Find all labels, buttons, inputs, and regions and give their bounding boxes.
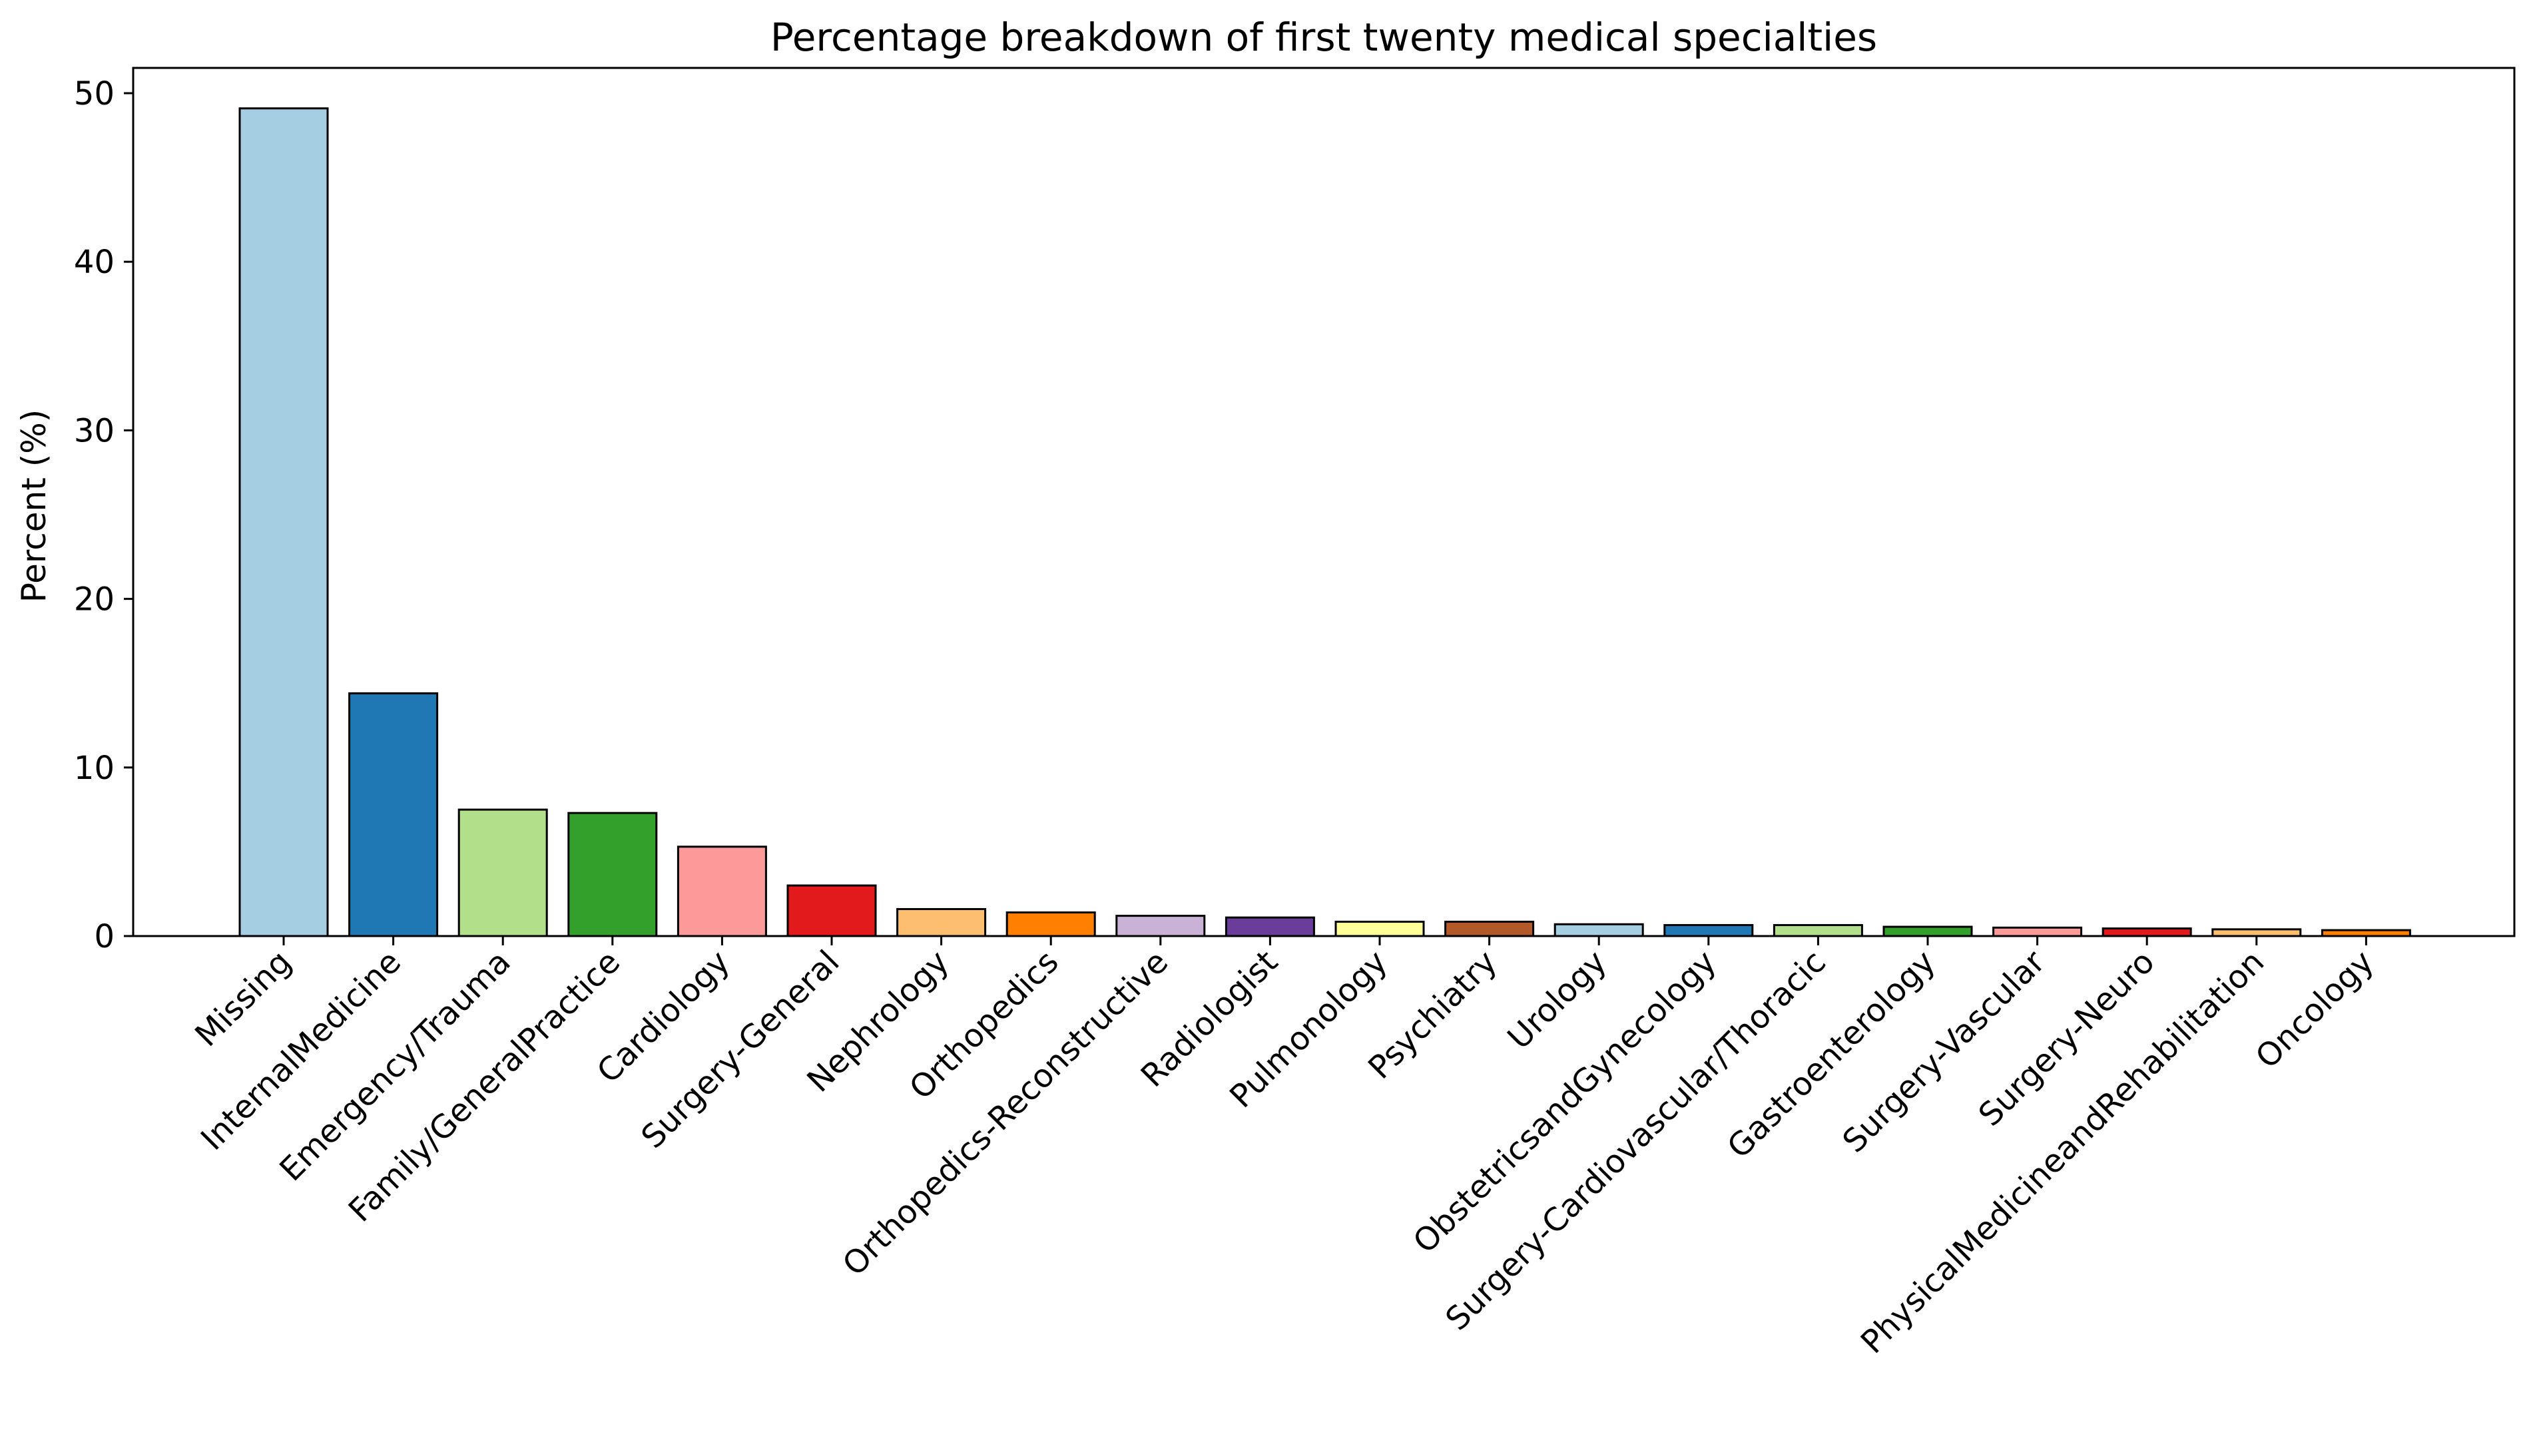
bar-pulmonology: [1334, 920, 1425, 937]
x-tick-label: InternalMedicine: [194, 943, 408, 1158]
bar-physicalmedicineandrehabilitation: [2211, 928, 2302, 937]
y-tick-label: 30: [74, 412, 115, 449]
x-tick-label: Gastroenterology: [1720, 943, 1942, 1166]
x-tick-label: Oncology: [2249, 943, 2381, 1076]
y-tick-label: 20: [74, 581, 115, 618]
bar-urology: [1553, 923, 1644, 937]
bar-missing: [238, 107, 329, 937]
bars-group: [238, 107, 2411, 937]
y-tick-label: 40: [74, 244, 115, 281]
bar-surgery-neuro: [2102, 927, 2192, 937]
x-axis-ticks: MissingInternalMedicineEmergency/TraumaF…: [188, 936, 2381, 1361]
chart-title: Percentage breakdown of first twenty med…: [770, 15, 1877, 60]
x-tick-label: Urology: [1500, 943, 1613, 1057]
bar-orthopedics-reconstructive: [1115, 915, 1206, 937]
x-tick-label: Surgery-General: [634, 943, 846, 1156]
bar-surgery-general: [786, 884, 877, 937]
bar-emergency-trauma: [457, 808, 548, 937]
x-tick-label: Surgery-Cardiovascular/Thoracic: [1438, 943, 1833, 1338]
x-tick-label: PhysicalMedicineandRehabilitation: [1854, 943, 2271, 1361]
bar-radiologist: [1225, 916, 1315, 937]
y-tick-label: 50: [74, 75, 115, 113]
bar-family-generalpractice: [567, 812, 658, 937]
plot-area-frame: [132, 67, 2516, 937]
x-tick-label: Surgery-Vascular: [1836, 943, 2053, 1160]
bar-gastroenterology: [1882, 925, 1973, 937]
x-tick-label: Missing: [188, 943, 298, 1054]
bar-obstetricsandgynecology: [1663, 924, 1754, 937]
y-axis-label: Percent (%): [15, 409, 53, 603]
bar-surgery-vascular: [1992, 926, 2083, 937]
bar-surgery-cardiovascular-thoracic: [1773, 924, 1863, 937]
y-axis-ticks: 0 10 20 30 40 50: [74, 75, 133, 955]
bar-internalmedicine: [348, 692, 439, 937]
bar-orthopedics: [1005, 911, 1096, 937]
y-tick-label: 0: [94, 918, 115, 955]
bar-nephrology: [896, 907, 987, 937]
bar-psychiatry: [1444, 920, 1535, 937]
y-tick-label: 10: [74, 750, 115, 787]
bar-cardiology: [677, 846, 767, 937]
